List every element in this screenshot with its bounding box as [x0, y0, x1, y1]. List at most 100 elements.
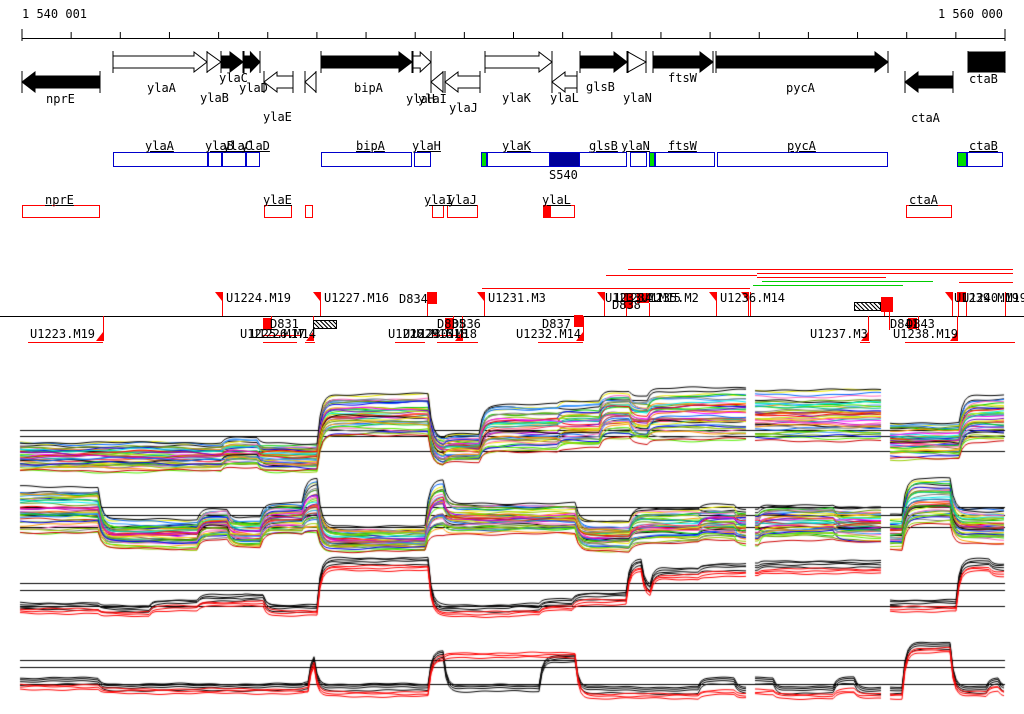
probe-box-ylaC[interactable]: [222, 152, 246, 167]
segment-label-D831[interactable]: D831: [270, 317, 299, 331]
probe-label-bipA[interactable]: bipA: [356, 139, 385, 153]
segment-label-U1235.M2[interactable]: U1235.M2: [641, 291, 699, 305]
redprobe-box-unnamed[interactable]: [305, 205, 313, 218]
segment-label-D838[interactable]: D838: [612, 298, 641, 312]
segment-flag-up-icon: [313, 292, 320, 301]
segment-flag-up-icon: [597, 292, 604, 301]
segment-flag-up-icon: [215, 292, 222, 301]
probe-label-ftsW[interactable]: ftsW: [668, 139, 697, 153]
gene-arrow-ylaL[interactable]: [551, 70, 578, 94]
segment-label-U1229.M18[interactable]: U1229.M18: [403, 327, 469, 341]
segment-label-U1234.M15[interactable]: U1234.M15: [616, 291, 682, 305]
segment-label-U1227.M16[interactable]: U1227.M16: [324, 291, 390, 305]
gene-label-ylaL: ylaL: [550, 91, 579, 105]
gene-arrow-ylaH[interactable]: [412, 50, 432, 74]
segment-label-D843[interactable]: D843: [906, 317, 935, 331]
probe-label-ylaK[interactable]: ylaK: [502, 139, 531, 153]
gene-arrow-ftsW[interactable]: [652, 50, 714, 74]
probe-box-ylaB[interactable]: [208, 152, 222, 167]
segment-label-U1228.M16[interactable]: U1228.M16: [388, 327, 454, 341]
segment-label-U1232.M14[interactable]: U1232.M14: [516, 327, 582, 341]
gene-arrow-ylaN[interactable]: [627, 51, 648, 73]
probe-label-ctaB[interactable]: ctaB: [969, 139, 998, 153]
gene-label-ylaN: ylaN: [623, 91, 652, 105]
probe-box-ctaB[interactable]: [967, 152, 1003, 167]
probe-box-ylaN[interactable]: [630, 152, 647, 167]
ruler-start-coordinate: 1 540 001: [22, 7, 88, 21]
redprobe-box-nprE[interactable]: [22, 205, 100, 218]
probe-box-S540[interactable]: [549, 152, 580, 167]
segment-label-U1237.M3[interactable]: U1237.M3: [810, 327, 868, 341]
probe-label-ylaD[interactable]: ylaD: [241, 139, 270, 153]
gene-arrow-ylaE[interactable]: [263, 70, 294, 94]
redprobe-label-ctaA[interactable]: ctaA: [909, 193, 938, 207]
gene-arrow-ylaI[interactable]: [430, 70, 444, 94]
segment-label-U1238.M19[interactable]: U1238.M19: [893, 327, 959, 341]
probe-box-bipA[interactable]: [321, 152, 412, 167]
segment-label-U1225.M17[interactable]: U1225.M17: [240, 327, 306, 341]
probe-label-ylaN[interactable]: ylaN: [621, 139, 650, 153]
gene-arrow-pycA[interactable]: [715, 50, 889, 74]
gene-label-ftsW: ftsW: [668, 71, 697, 85]
gene-arrow-unnamed[interactable]: [304, 70, 317, 94]
segment-marker-box: [957, 292, 966, 302]
probe-box-ylaA[interactable]: [113, 152, 208, 167]
gene-arrow-ylaD[interactable]: [243, 50, 261, 74]
segment-label-U1223.M19[interactable]: U1223.M19: [30, 327, 96, 341]
gene-arrow-nprE[interactable]: [21, 70, 101, 94]
gene-arrow-ctaA[interactable]: [904, 70, 954, 94]
probe-box-ylaD[interactable]: [246, 152, 260, 167]
segment-label-U1236.M14[interactable]: U1236.M14: [720, 291, 786, 305]
gene-arrow-ylaB[interactable]: [206, 51, 222, 73]
redprobe-box-ctaA[interactable]: [906, 205, 952, 218]
probe-label-glsB[interactable]: glsB: [589, 139, 618, 153]
gene-arrow-ylaK[interactable]: [484, 50, 553, 74]
probe-box-green-2[interactable]: [649, 152, 655, 167]
segment-label-D841[interactable]: D841: [890, 317, 919, 331]
redprobe-box-ylaL-fill[interactable]: [543, 205, 551, 218]
segment-label-U1231.M3[interactable]: U1231.M3: [488, 291, 546, 305]
probe-box-ylaH[interactable]: [414, 152, 431, 167]
segment-marker-box: [263, 318, 272, 330]
gene-arrow-bipA[interactable]: [320, 50, 413, 74]
segment-label-U1240.M19[interactable]: U1240.M19: [962, 291, 1024, 305]
segment-label-D837[interactable]: D837: [542, 317, 571, 331]
redprobe-label-ylaL[interactable]: ylaL: [542, 193, 571, 207]
segment-label-U1224.M19[interactable]: U1224.M19: [226, 291, 292, 305]
probe-label-ylaA[interactable]: ylaA: [145, 139, 174, 153]
gene-arrow-ylaC[interactable]: [220, 50, 244, 74]
gene-label-ylaA: ylaA: [147, 81, 176, 95]
segment-hatch-box: [313, 320, 337, 329]
segment-label-U1230.M18[interactable]: U1230.M18: [412, 327, 478, 341]
redprobe-label-nprE[interactable]: nprE: [45, 193, 74, 207]
gene-arrow-glsB[interactable]: [579, 50, 628, 74]
redprobe-label-ylaI[interactable]: ylaI: [424, 193, 453, 207]
segment-marker-box: [881, 297, 893, 312]
redprobe-label-ylaJ[interactable]: ylaJ: [448, 193, 477, 207]
segment-label-U1239.M19[interactable]: U1239.M19: [954, 291, 1020, 305]
redprobe-box-ylaE[interactable]: [264, 205, 292, 218]
gene-label-bipA: bipA: [354, 81, 383, 95]
probe-label-ylaB[interactable]: ylaB: [205, 139, 234, 153]
probe-box-pycA[interactable]: [717, 152, 888, 167]
probe-box-ftsW[interactable]: [655, 152, 715, 167]
segment-flag-down-icon: [576, 332, 583, 341]
redprobe-label-ylaE[interactable]: ylaE: [263, 193, 292, 207]
redprobe-box-ylaI[interactable]: [432, 205, 444, 218]
probe-label-pycA[interactable]: pycA: [787, 139, 816, 153]
redprobe-box-ylaJ[interactable]: [447, 205, 478, 218]
probe-label-ylaH[interactable]: ylaH: [412, 139, 441, 153]
segment-label-U1233.M13[interactable]: U1233.M13: [605, 291, 671, 305]
segment-label-D836[interactable]: D836: [452, 317, 481, 331]
probe-label-ylaC[interactable]: ylaC: [223, 139, 252, 153]
gene-arrow-ylaJ[interactable]: [444, 70, 481, 94]
probe-box-green-1[interactable]: [481, 152, 487, 167]
gene-arrow-ylaA[interactable]: [112, 50, 208, 74]
gene-arrow-ctaB[interactable]: [967, 51, 1006, 73]
segment-label-D834[interactable]: D834: [399, 292, 428, 306]
probe-box-green-3[interactable]: [957, 152, 967, 167]
segment-label-U1226.M14[interactable]: U1226.M14: [251, 327, 317, 341]
segment-label-D835[interactable]: D835: [437, 317, 466, 331]
